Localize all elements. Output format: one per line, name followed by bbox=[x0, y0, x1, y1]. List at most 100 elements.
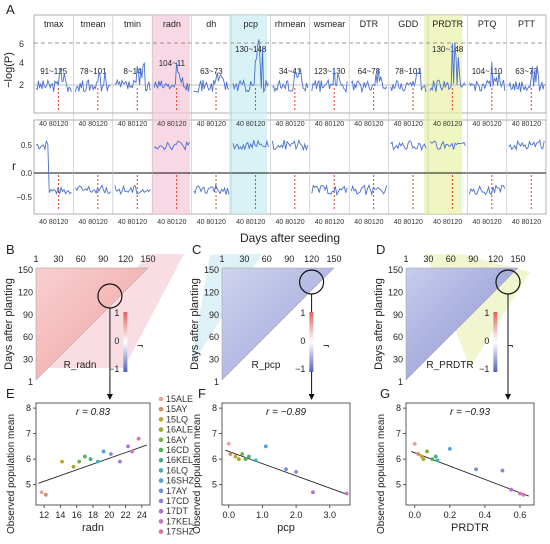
scatter-ylabel: Observed population mean bbox=[6, 414, 17, 534]
arrow-head bbox=[106, 394, 113, 400]
variable-label: PTQ bbox=[478, 19, 497, 29]
scatter-point bbox=[433, 454, 438, 459]
heatmap-triangle bbox=[35, 267, 149, 381]
colorbar-tick: −1 bbox=[295, 364, 305, 374]
r-series bbox=[153, 140, 191, 152]
neglogp-series bbox=[508, 65, 545, 93]
colorbar-tick: 0 bbox=[114, 336, 119, 346]
window-label: 63~73 bbox=[200, 67, 223, 76]
window-label: 78~101 bbox=[80, 67, 107, 76]
xtick-group-bottom: 40 80120 bbox=[197, 219, 226, 226]
scatter-ylabel: Observed population mean bbox=[192, 414, 203, 534]
arrow-head bbox=[505, 394, 511, 400]
heatmap-xtick: 30 bbox=[239, 254, 249, 264]
neglogp-series bbox=[272, 67, 309, 93]
legend-marker bbox=[158, 519, 164, 524]
heatmap-xtick: 1 bbox=[219, 254, 224, 264]
scatter-point bbox=[88, 457, 93, 461]
legend-entry: 15AY bbox=[166, 404, 187, 414]
scatter-point bbox=[71, 464, 76, 469]
xtick-group-bottom: 40 80120 bbox=[472, 219, 501, 226]
heatmap-ytick: 30 bbox=[393, 355, 403, 365]
xtick-group-bottom: 40 80120 bbox=[512, 219, 541, 226]
xtick-label: 18 bbox=[88, 510, 98, 520]
neglogp-series bbox=[468, 61, 506, 92]
xtick-label: 20 bbox=[104, 510, 114, 520]
xtick-group-bottom: 40 80120 bbox=[315, 219, 344, 226]
variable-label: tmean bbox=[81, 19, 106, 29]
ytick-label: 6 bbox=[212, 454, 217, 464]
colorbar-label: r bbox=[134, 344, 145, 348]
ytick-label: 5 bbox=[396, 480, 401, 490]
heatmap-ytick: 120 bbox=[204, 287, 219, 297]
bottom-ylabel: r bbox=[12, 159, 16, 173]
xtick-group-bottom: 40 80120 bbox=[157, 219, 186, 226]
xtick-group-top: 40 80120 bbox=[315, 121, 344, 128]
scatter-point bbox=[253, 458, 258, 463]
scatter-point bbox=[344, 491, 349, 496]
colorbar-tick: −1 bbox=[109, 364, 119, 374]
arrow-head bbox=[308, 394, 315, 400]
scatter-point bbox=[126, 444, 130, 449]
variable-label: GDD bbox=[398, 19, 419, 29]
panel-letter: G bbox=[380, 386, 390, 401]
x-axis-title: Days after seeding bbox=[240, 231, 340, 245]
legend-entry: 16AY bbox=[166, 435, 187, 445]
colorbar-tick: 1 bbox=[300, 308, 305, 318]
xtick-label: 1.0 bbox=[256, 510, 269, 520]
heatmap-label: R_PRDTR bbox=[426, 360, 473, 371]
legend-entry: 17AY bbox=[166, 486, 187, 496]
heatmap-xtick: 120 bbox=[488, 254, 503, 264]
heatmap-ylabel: Days after planting bbox=[3, 278, 15, 370]
scatter-point bbox=[421, 457, 426, 461]
xtick-group-bottom: 40 80120 bbox=[394, 219, 423, 226]
heatmap-ytick: 1 bbox=[398, 377, 403, 387]
legend-entry: 16CD bbox=[166, 445, 190, 455]
legend-marker bbox=[158, 396, 164, 402]
correlation-annotation: r = 0.83 bbox=[76, 407, 111, 418]
scatter-point bbox=[474, 467, 479, 472]
legend-marker bbox=[158, 437, 164, 443]
heatmap-triangle bbox=[405, 267, 519, 381]
heatmap-xtick: 30 bbox=[53, 254, 63, 264]
colorbar-tick: 1 bbox=[484, 308, 489, 318]
ytick-label: 5 bbox=[26, 480, 31, 490]
heatmap-xtick: 60 bbox=[446, 254, 456, 264]
scatter-point bbox=[226, 441, 231, 446]
heatmap-label: R_pcp bbox=[252, 360, 281, 371]
xtick-label: 0.0 bbox=[409, 510, 422, 520]
heatmap-xtick: 30 bbox=[423, 254, 433, 264]
window-label: 63~73 bbox=[515, 67, 538, 76]
legend-marker bbox=[158, 468, 164, 473]
scatter-point bbox=[412, 441, 417, 446]
xtick-group-top: 40 80120 bbox=[236, 121, 265, 128]
ytick-label: 8 bbox=[26, 403, 31, 413]
heatmap-ytick: 60 bbox=[209, 332, 219, 342]
window-label: 8~14 bbox=[123, 67, 142, 76]
heatmap-ytick: 150 bbox=[204, 265, 219, 275]
heatmap-ytick: 150 bbox=[388, 265, 403, 275]
ytick-label: 7 bbox=[396, 429, 401, 439]
neglogp-series bbox=[311, 68, 348, 94]
scatter-point bbox=[236, 457, 241, 461]
scatter-point bbox=[77, 459, 82, 464]
xtick-group-top: 40 80120 bbox=[472, 121, 501, 128]
heatmap-xtick: 60 bbox=[76, 254, 86, 264]
heatmap-xtick: 90 bbox=[284, 254, 294, 264]
ytick-label: 8 bbox=[396, 403, 401, 413]
heatmap-xtick: 150 bbox=[140, 254, 155, 264]
scatter-point bbox=[43, 492, 48, 497]
xtick-label: 24 bbox=[137, 510, 147, 520]
panel-a: A −log(P) r 6 4 2 0.5 0.0 −0.5 Days afte… bbox=[3, 2, 547, 245]
legend-marker bbox=[158, 508, 164, 514]
scatter-point bbox=[247, 454, 251, 459]
legend-marker bbox=[158, 498, 164, 504]
heatmap-label: R_radn bbox=[64, 360, 97, 371]
colorbar bbox=[493, 312, 498, 372]
scatter-point bbox=[509, 487, 514, 492]
scatter-point bbox=[95, 459, 100, 464]
heatmap-xtick: 150 bbox=[326, 254, 341, 264]
scatter-xlabel: pcp bbox=[277, 522, 295, 534]
